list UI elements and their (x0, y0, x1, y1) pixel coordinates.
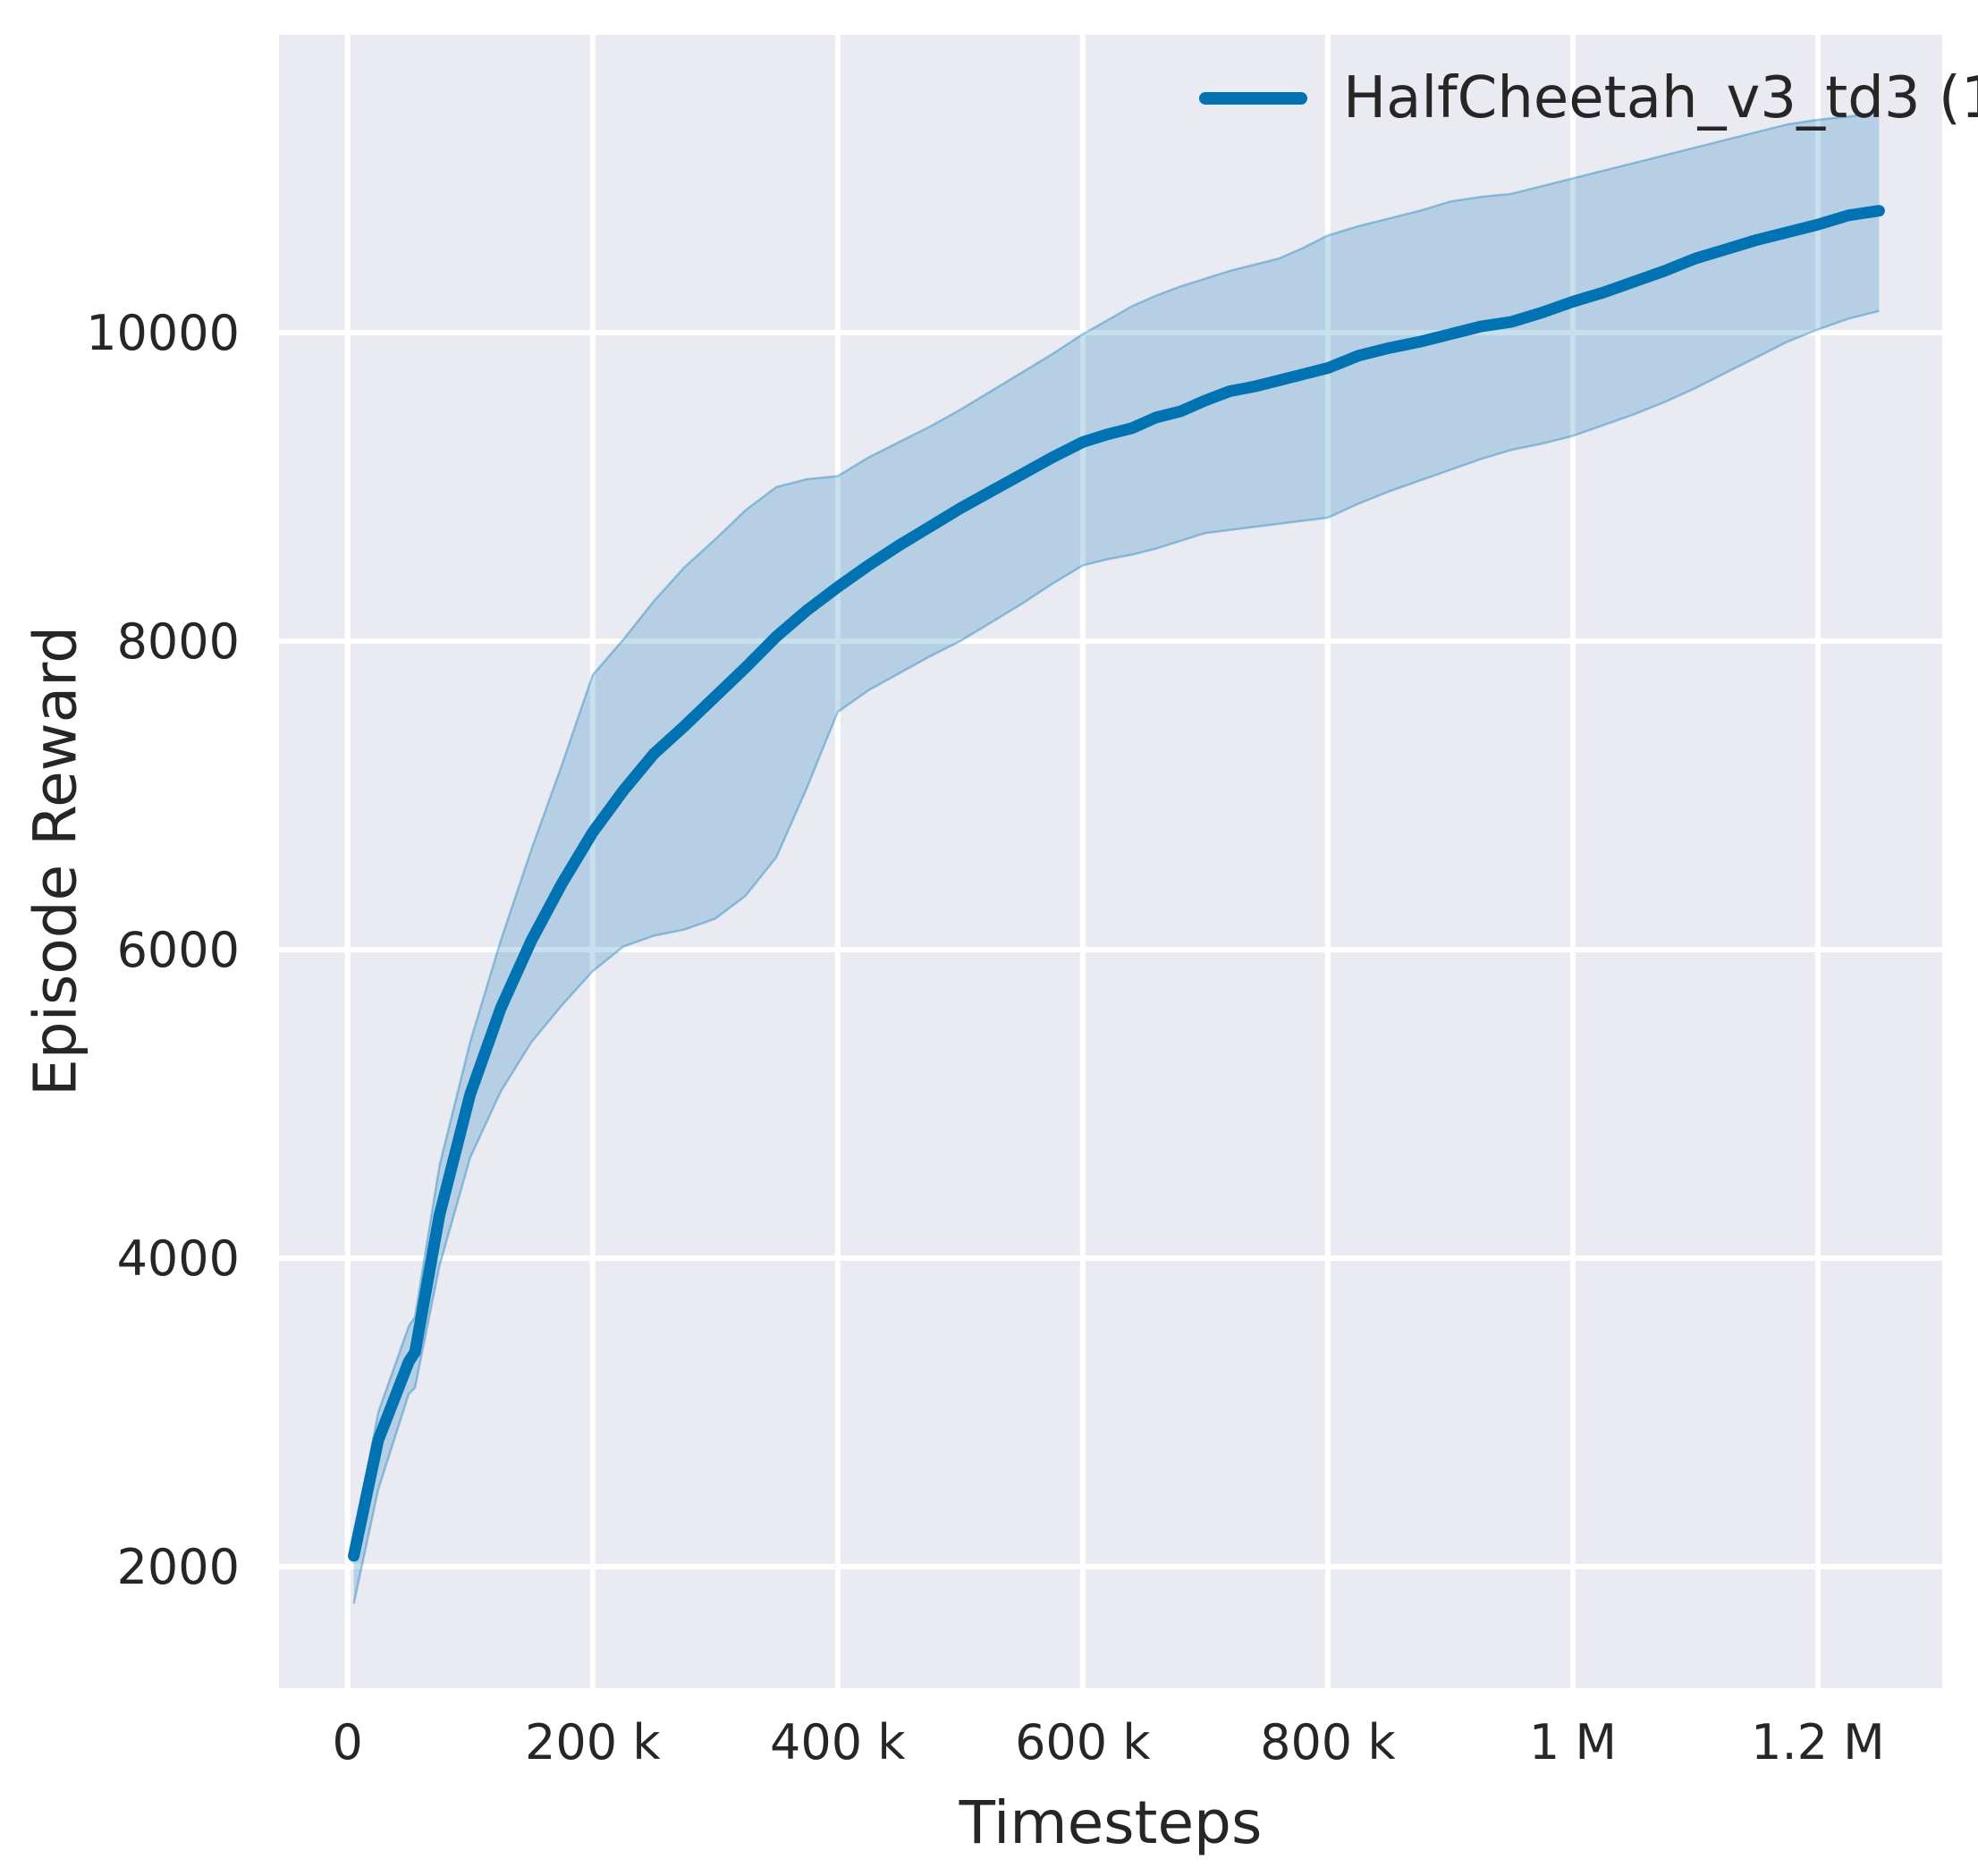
x-tick-label: 800 k (1260, 1714, 1396, 1770)
y-tick-label: 6000 (117, 922, 240, 978)
confidence-band-upper-edge (352, 111, 1880, 1542)
y-tick-label: 10000 (86, 305, 240, 361)
x-tick-label: 400 k (770, 1714, 906, 1770)
confidence-band (353, 112, 1880, 1604)
y-axis-label: Episode Reward (21, 626, 90, 1096)
legend: HalfCheetah_v3_td3 (10) (1199, 65, 1978, 131)
y-tick-label: 8000 (117, 613, 240, 670)
mean-reward-line (348, 205, 1885, 1562)
x-tick-label: 1 M (1529, 1714, 1617, 1770)
legend-line-swatch (1199, 92, 1307, 105)
x-tick-label: 1.2 M (1751, 1714, 1885, 1770)
y-tick-label: 4000 (117, 1230, 240, 1287)
x-tick-label: 600 k (1015, 1714, 1151, 1770)
x-tick-label: 200 k (525, 1714, 661, 1770)
series-group (348, 111, 1885, 1604)
legend-label: HalfCheetah_v3_td3 (10) (1343, 65, 1978, 131)
axes-background (279, 35, 1942, 1688)
y-tick-label: 2000 (117, 1539, 240, 1595)
x-tick-label: 0 (333, 1714, 363, 1770)
confidence-band-lower-edge (352, 309, 1880, 1604)
x-axis-label: Timesteps (959, 1788, 1263, 1857)
